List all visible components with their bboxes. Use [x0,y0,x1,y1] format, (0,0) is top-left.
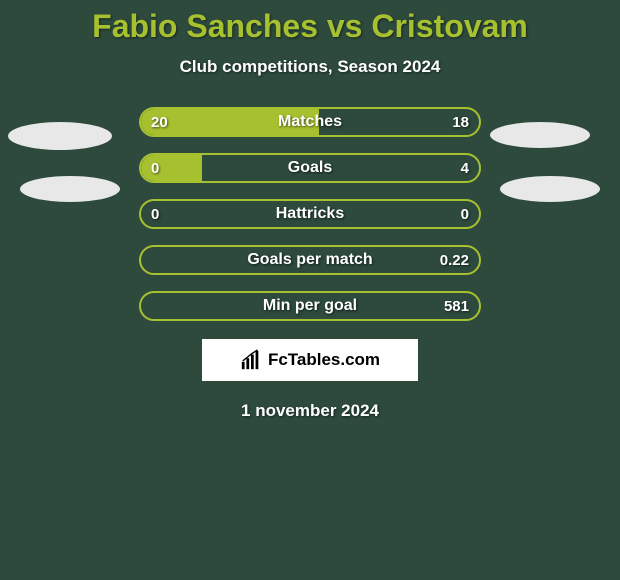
page-subtitle: Club competitions, Season 2024 [0,57,620,77]
decor-ellipse [8,122,112,150]
brand-text: FcTables.com [268,350,380,370]
stat-bar: Goals per match0.22 [139,245,481,275]
stat-label: Matches [141,109,479,135]
stat-bar: 0Goals4 [139,153,481,183]
chart-bars-icon [240,349,262,371]
decor-ellipse [20,176,120,202]
stat-label: Goals [141,155,479,181]
page-title: Fabio Sanches vs Cristovam [0,0,620,45]
decor-ellipse [500,176,600,202]
decor-ellipse [490,122,590,148]
brand-box: FcTables.com [202,339,418,381]
stat-right-value: 0.22 [440,247,469,273]
stat-right-value: 0 [461,201,469,227]
stat-bar: 0Hattricks0 [139,199,481,229]
stat-right-value: 4 [461,155,469,181]
date-label: 1 november 2024 [0,401,620,421]
stat-right-value: 18 [452,109,469,135]
stat-label: Min per goal [141,293,479,319]
stat-label: Hattricks [141,201,479,227]
stat-bar: Min per goal581 [139,291,481,321]
stat-right-value: 581 [444,293,469,319]
stat-bar: 20Matches18 [139,107,481,137]
stat-label: Goals per match [141,247,479,273]
